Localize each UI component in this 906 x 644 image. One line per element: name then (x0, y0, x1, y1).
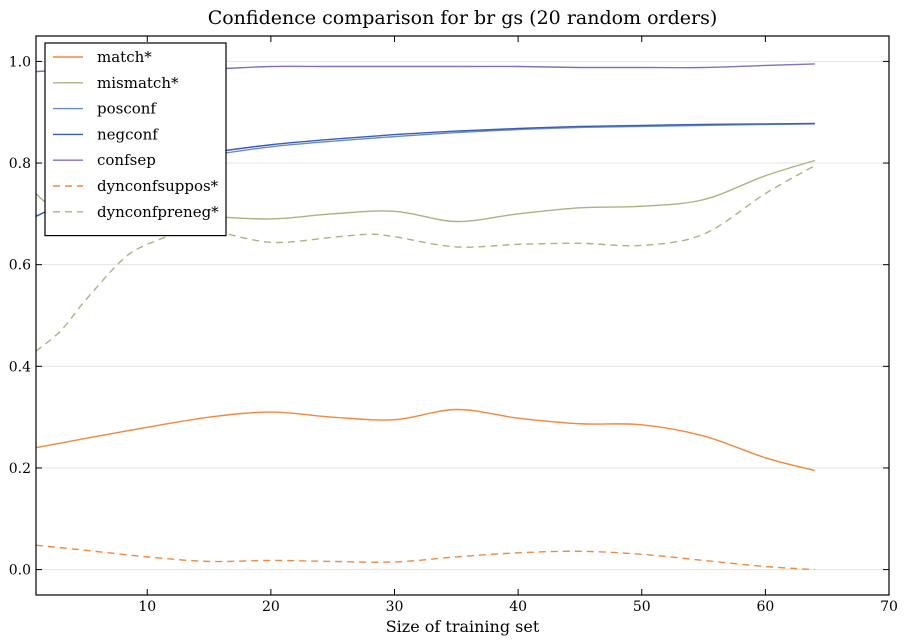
legend-box (44, 42, 227, 237)
series-line-match (35, 408, 816, 472)
x-tick-label: 10 (138, 599, 156, 615)
legend-label-posconf: posconf (97, 100, 157, 118)
x-tick-label: 30 (386, 599, 404, 615)
plot-frame (35, 35, 890, 596)
x-tick-label: 40 (509, 599, 527, 615)
legend-label-negconf: negconf (97, 125, 159, 143)
y-tick-label: 0.2 (9, 461, 31, 477)
x-axis-label: Size of training set (386, 617, 540, 636)
legend-label-dynconfpreneg: dynconfpreneg* (97, 203, 219, 221)
legend-label-match: match* (97, 48, 152, 66)
series-line-dynconfpreneg (35, 164, 816, 352)
chart-title: Confidence comparison for br gs (20 rand… (208, 7, 718, 29)
series-line-dynconfsuppos (35, 544, 815, 571)
x-tick-label: 20 (262, 599, 280, 615)
y-tick-label: 1.0 (9, 54, 31, 70)
x-tick-label: 70 (880, 599, 898, 615)
y-tick-label: 0.0 (9, 563, 31, 579)
x-tick-label: 50 (633, 599, 651, 615)
y-tick-label: 0.6 (9, 258, 31, 274)
legend: match* mismatch* posconf negconf confsep dync… (44, 42, 227, 237)
y-tick-label: 0.4 (9, 359, 31, 375)
y-tick-label: 0.8 (9, 156, 31, 172)
legend-label-mismatch: mismatch* (97, 74, 179, 92)
tick-layer: 0.0 0.2 0.4 0.6 0.8 1.0 10 20 30 40 50 60 70 (9, 36, 898, 615)
legend-label-confsep: confsep (97, 151, 156, 169)
legend-label-dynconfsuppos: dynconfsuppos* (97, 177, 219, 195)
x-tick-label: 60 (756, 599, 774, 615)
